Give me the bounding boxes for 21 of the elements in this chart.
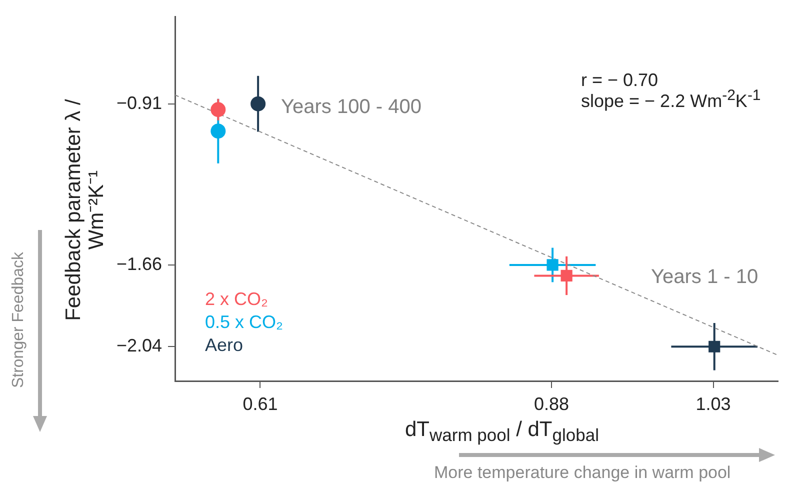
text: More temperature change in warm pool	[434, 463, 731, 483]
y-tick-label: −2.04	[116, 336, 162, 356]
point	[210, 102, 226, 118]
point	[250, 96, 266, 112]
y-tick-label: −0.91	[116, 92, 162, 113]
annotation: Years 1 - 10	[651, 266, 758, 289]
x-tick-label: 0.61	[242, 394, 278, 414]
text: Aero	[205, 334, 244, 355]
text: 0.5 x CO₂	[205, 312, 284, 332]
text: 2 x CO₂	[205, 288, 268, 309]
point	[210, 124, 226, 139]
point	[708, 340, 720, 352]
point	[560, 270, 572, 282]
y-axis-title: Feedback parameter λ / Wm⁻²K⁻¹	[62, 99, 108, 321]
text: Stronger Feedback	[10, 252, 28, 388]
y-tick-label: −1.66	[116, 254, 162, 274]
point	[546, 259, 558, 271]
annotation: Years 100 - 400	[281, 96, 422, 119]
x-tick-label: 0.88	[534, 394, 569, 414]
x-tick-label: 1.03	[696, 394, 731, 414]
x-axis-title: dT$_{warm pool}$ / dT$_{global}$	[405, 418, 599, 446]
